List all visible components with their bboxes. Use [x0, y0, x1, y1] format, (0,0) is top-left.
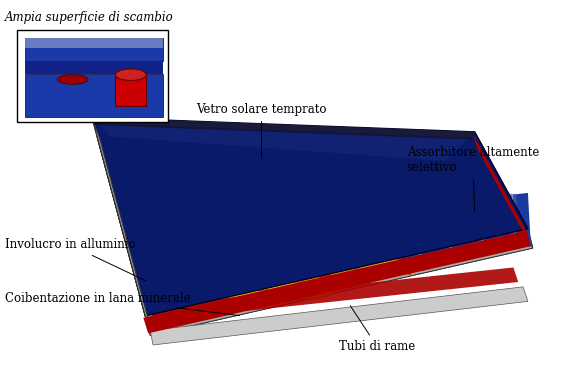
Polygon shape: [445, 201, 455, 257]
Polygon shape: [381, 208, 392, 265]
Text: Involucro in alluminio: Involucro in alluminio: [5, 238, 146, 281]
Polygon shape: [473, 134, 531, 246]
Text: Coibentazione in lana minerale: Coibentazione in lana minerale: [5, 292, 239, 316]
Polygon shape: [351, 261, 374, 282]
Polygon shape: [242, 279, 263, 301]
Polygon shape: [150, 287, 528, 345]
Polygon shape: [387, 255, 412, 275]
Bar: [18, 30, 168, 122]
Polygon shape: [168, 291, 188, 314]
Polygon shape: [25, 38, 163, 48]
Polygon shape: [315, 267, 337, 288]
Polygon shape: [350, 212, 360, 269]
Ellipse shape: [266, 282, 334, 299]
Polygon shape: [25, 61, 163, 74]
Ellipse shape: [57, 75, 88, 85]
Polygon shape: [92, 117, 528, 316]
Polygon shape: [97, 137, 533, 335]
Polygon shape: [205, 285, 226, 307]
Polygon shape: [92, 117, 475, 138]
Polygon shape: [413, 205, 424, 261]
Polygon shape: [92, 117, 153, 337]
Polygon shape: [92, 117, 475, 139]
Polygon shape: [25, 74, 163, 117]
Polygon shape: [223, 226, 234, 285]
Polygon shape: [508, 194, 519, 249]
Bar: [115, 75, 146, 106]
Polygon shape: [286, 219, 297, 277]
Polygon shape: [318, 216, 328, 273]
Polygon shape: [143, 231, 531, 334]
Ellipse shape: [160, 298, 227, 315]
Polygon shape: [159, 234, 170, 294]
Polygon shape: [25, 38, 163, 61]
Text: Vetro solare temprato: Vetro solare temprato: [196, 103, 327, 158]
Polygon shape: [150, 255, 397, 314]
Polygon shape: [278, 273, 300, 294]
Polygon shape: [150, 268, 518, 321]
Polygon shape: [255, 223, 265, 282]
Text: Assorbitore altamente
selettivo: Assorbitore altamente selettivo: [407, 146, 539, 211]
Polygon shape: [191, 230, 202, 290]
Text: Ampia superficie di scambio: Ampia superficie di scambio: [5, 11, 174, 24]
Ellipse shape: [115, 69, 146, 80]
PathPatch shape: [150, 256, 397, 314]
Text: Tubi di rame: Tubi di rame: [339, 305, 415, 353]
Polygon shape: [145, 229, 533, 335]
Ellipse shape: [213, 290, 281, 307]
Polygon shape: [476, 197, 487, 253]
Polygon shape: [147, 193, 531, 294]
Polygon shape: [92, 117, 475, 161]
Polygon shape: [475, 132, 533, 248]
